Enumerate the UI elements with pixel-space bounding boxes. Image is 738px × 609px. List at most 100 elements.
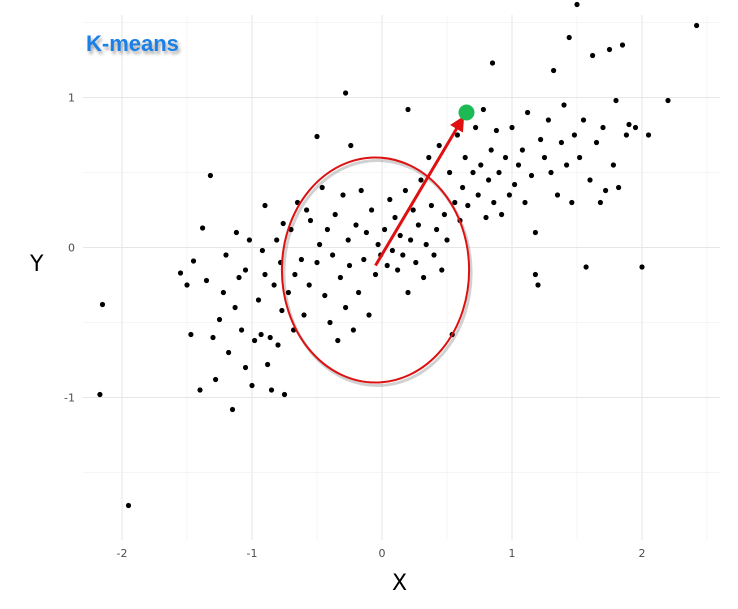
data-point [353, 222, 359, 228]
data-point [322, 292, 328, 299]
data-point [538, 136, 544, 143]
data-point [337, 274, 343, 281]
data-point [431, 252, 437, 258]
data-point [307, 217, 314, 224]
data-point [423, 241, 429, 248]
data-point [454, 132, 460, 138]
data-point [561, 102, 567, 108]
data-point [558, 139, 565, 146]
data-point [632, 124, 639, 131]
data-point [580, 117, 587, 123]
data-point [203, 277, 210, 284]
data-point [515, 162, 522, 168]
data-point [314, 259, 320, 266]
data-point [369, 207, 375, 213]
data-point [229, 406, 236, 413]
data-point [190, 258, 197, 264]
y-tick-label: 0 [68, 242, 75, 255]
data-point [188, 331, 194, 338]
data-point [361, 256, 367, 263]
data-point [392, 214, 398, 221]
data-point [358, 187, 364, 194]
data-point [583, 264, 589, 270]
data-point [279, 307, 285, 314]
data-point [564, 162, 570, 168]
data-point [356, 289, 362, 296]
data-point [239, 327, 245, 333]
data-point [593, 139, 600, 146]
data-point [532, 229, 539, 236]
data-point [405, 289, 411, 296]
data-point [233, 229, 239, 236]
data-point [548, 169, 554, 176]
data-point [319, 184, 325, 191]
data-point [327, 319, 333, 326]
data-point [255, 297, 262, 303]
data-point [645, 132, 652, 138]
data-point [265, 361, 271, 368]
data-point [525, 109, 531, 116]
data-point [511, 181, 518, 188]
data-point [616, 184, 622, 191]
data-point [694, 22, 700, 29]
data-point [389, 247, 395, 254]
data-point [488, 147, 494, 153]
data-point [532, 271, 539, 278]
data-point [496, 169, 502, 176]
data-point [436, 142, 442, 149]
data-point [220, 289, 226, 296]
data-point [213, 376, 219, 383]
grid-lines [83, 15, 720, 540]
y-tick-label: 1 [68, 92, 75, 105]
data-point [574, 1, 580, 8]
data-point [478, 162, 484, 168]
data-point [447, 169, 453, 176]
data-point [460, 184, 466, 191]
data-point [480, 106, 486, 113]
data-point [610, 162, 617, 168]
data-point [554, 192, 561, 198]
x-tick-label: 0 [379, 547, 386, 560]
data-point [665, 97, 671, 104]
data-point [405, 106, 411, 113]
data-point [502, 154, 509, 161]
data-point [242, 364, 249, 371]
data-point [332, 211, 338, 218]
data-point [216, 316, 223, 323]
data-point [571, 132, 578, 138]
data-point [97, 391, 103, 398]
data-point [298, 256, 304, 263]
data-point [587, 177, 593, 183]
data-point [413, 259, 419, 266]
data-point [345, 237, 351, 243]
data-point [402, 187, 408, 194]
data-point [519, 147, 526, 153]
x-tick-label: -2 [117, 547, 128, 560]
data-point [444, 237, 450, 243]
data-point [281, 391, 288, 398]
data-point [274, 237, 280, 243]
data-point [317, 241, 323, 248]
data-point [395, 267, 401, 273]
data-point [210, 334, 216, 341]
data-point [509, 124, 515, 131]
data-point [606, 46, 613, 53]
data-point [177, 270, 184, 276]
data-point [197, 387, 203, 393]
data-point [268, 387, 275, 393]
data-point [223, 252, 229, 258]
data-point [410, 207, 416, 213]
data-point [207, 172, 213, 179]
data-point [267, 334, 273, 341]
data-point [434, 226, 440, 233]
data-point [246, 237, 252, 243]
data-point [400, 252, 406, 258]
data-point [184, 282, 190, 288]
data-point [528, 172, 535, 179]
data-point [452, 199, 458, 206]
data-point [421, 274, 427, 281]
data-point [397, 232, 403, 239]
tick-labels: -2 -1 0 1 2 -1 0 1 [64, 92, 645, 561]
data-point [343, 90, 349, 96]
data-point [275, 342, 281, 348]
